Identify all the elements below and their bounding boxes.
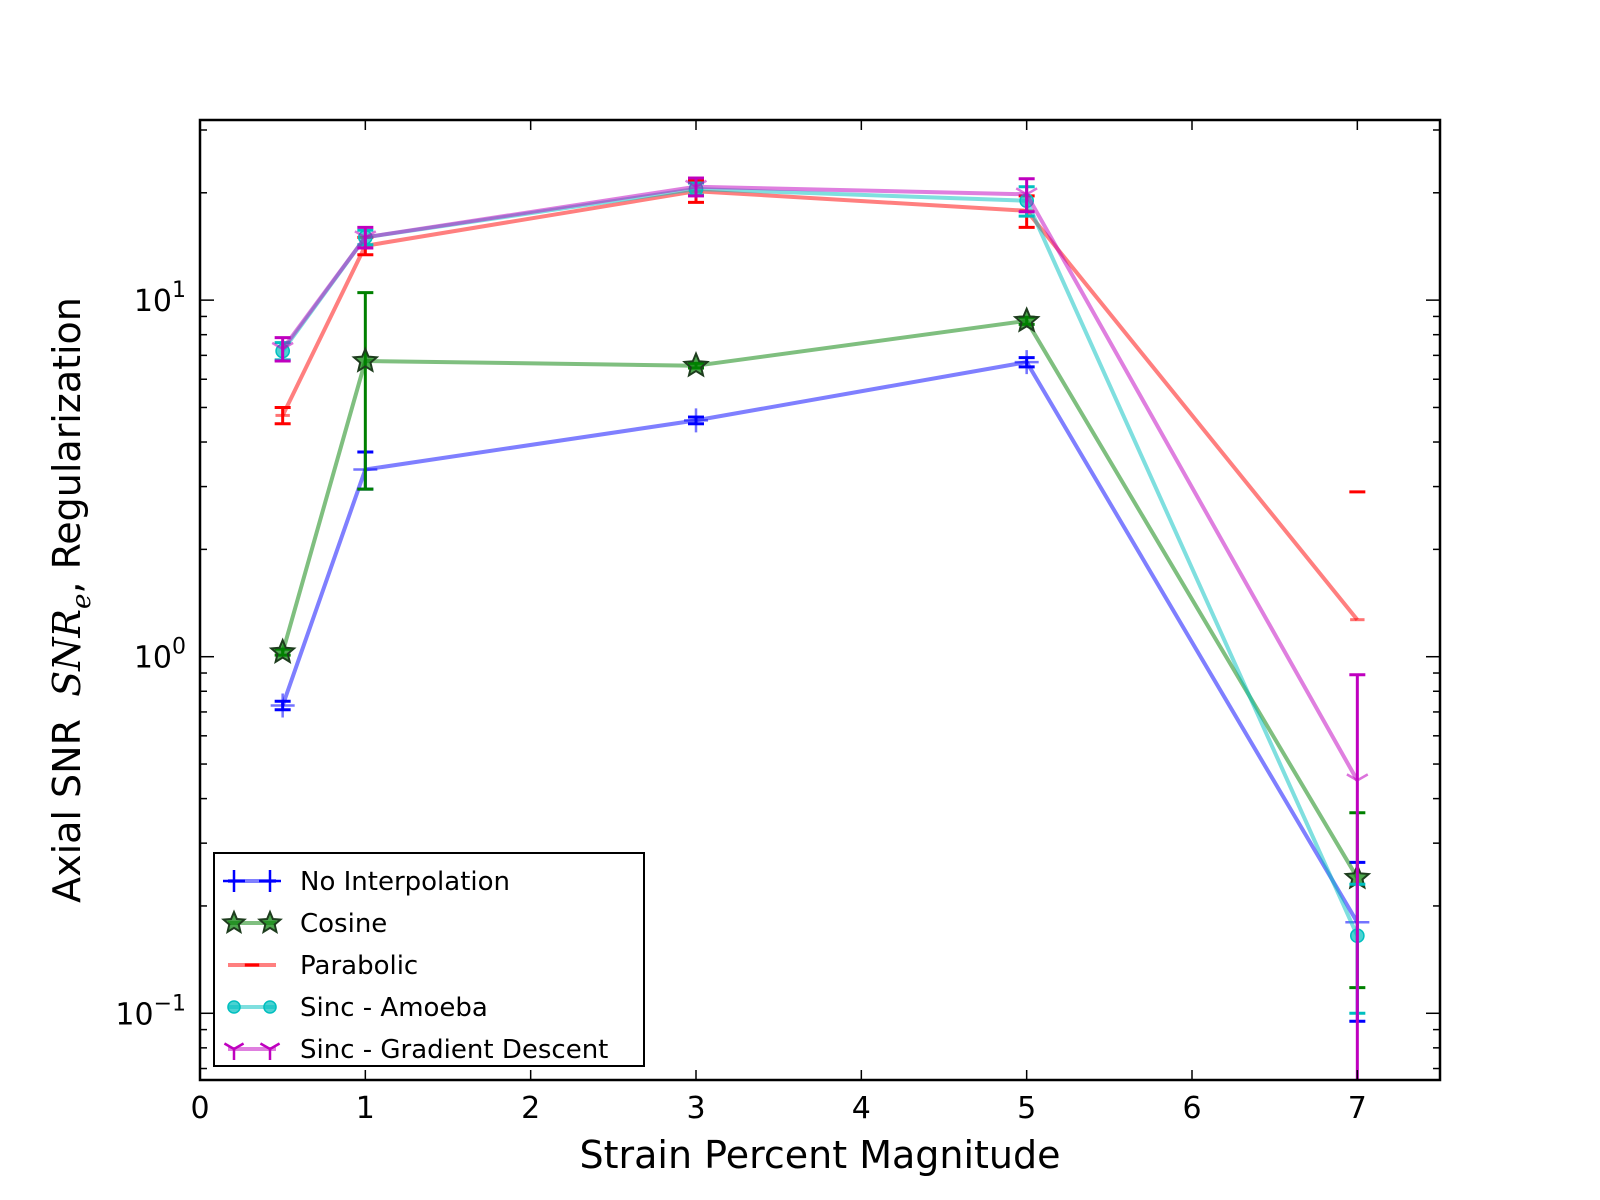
- x-tick-label: 4: [852, 1091, 871, 1126]
- point-sinc-gradient-descent-0: [271, 341, 294, 361]
- y-tick-label: 101: [134, 278, 186, 319]
- legend: No Interpolation Cosine Parabolic Sinc - Am…: [213, 852, 645, 1067]
- plot-area: [268, 176, 1372, 1080]
- legend-marker: [259, 870, 281, 892]
- point-sinc-gradient-descent-2: [684, 179, 708, 199]
- point-sinc-gradient-descent-1: [354, 230, 377, 250]
- series-line-no-interpolation: [280, 360, 1360, 924]
- series-line-sinc-gradient-descent: [281, 184, 1360, 782]
- point-no-interpolation-0: [270, 693, 295, 718]
- legend-item-parabolic: Parabolic: [228, 951, 418, 981]
- legend-item-cosine: Cosine: [221, 909, 387, 939]
- y-axis-label-prefix: Axial SNR: [45, 719, 89, 903]
- y-tick-label: 100: [134, 635, 186, 676]
- errorbar-sinc-gradient-descent-4: [1349, 673, 1366, 1080]
- plot-content: [268, 176, 1372, 1080]
- legend-box: [213, 852, 645, 1067]
- x-tick-label: 5: [1017, 1091, 1036, 1126]
- legend-marker: [227, 1000, 241, 1014]
- y-axis-label-math: SNR: [45, 609, 89, 697]
- y-tick-exponent: 1: [172, 278, 186, 303]
- legend-marker: [223, 870, 245, 892]
- y-tick-exponent: −1: [154, 991, 186, 1016]
- y-axis-label-subscript: e: [67, 594, 97, 609]
- y-axis-label-suffix: , Regularization: [45, 297, 89, 594]
- legend-item-sinc-amoeba: Sinc - Amoeba: [227, 993, 488, 1023]
- x-tick-labels: 0 1 2 3 4 5 6 7: [190, 1091, 1366, 1126]
- point-cosine-1: [351, 346, 380, 373]
- series-cosine: [268, 291, 1372, 990]
- y-tick-label: 10−1: [115, 991, 186, 1032]
- legend-label: Parabolic: [300, 951, 418, 981]
- y-tick-exponent: 0: [172, 635, 186, 660]
- point-sinc-gradient-descent-3: [1015, 187, 1038, 207]
- point-no-interpolation-3: [1014, 350, 1039, 375]
- legend-label: Sinc - Amoeba: [300, 993, 488, 1023]
- y-tick-base: 10: [134, 641, 172, 676]
- y-tick-base: 10: [134, 284, 172, 319]
- point-cosine-3: [1012, 306, 1041, 333]
- legend-label: Sinc - Gradient Descent: [300, 1035, 608, 1065]
- legend-marker: [263, 1000, 277, 1014]
- x-tick-label: 6: [1182, 1091, 1201, 1126]
- legend-marker: [259, 1042, 281, 1060]
- x-tick-label: 0: [190, 1091, 209, 1126]
- legend-item-sinc-gradient-descent: Sinc - Gradient Descent: [223, 1035, 608, 1065]
- errorbar-cosine-1: [357, 291, 374, 491]
- svg-text:Axial SNR SNRe, Regulari: Axial SNR SNRe, Regularization: [45, 297, 97, 903]
- y-axis-label: Axial SNR SNRe, Regularization: [45, 297, 97, 903]
- x-tick-label: 2: [521, 1091, 540, 1126]
- axis-ticks: [199, 120, 1440, 1080]
- legend-marker: [257, 909, 283, 935]
- series-sinc-gradient-descent: [271, 176, 1369, 1080]
- point-no-interpolation-2: [684, 408, 708, 433]
- legend-item-no-interpolation: No Interpolation: [223, 867, 510, 897]
- point-cosine-0: [268, 637, 297, 664]
- y-tick-base: 10: [115, 997, 153, 1032]
- series-line-cosine: [280, 318, 1360, 879]
- x-tick-label: 7: [1348, 1091, 1367, 1126]
- x-axis-label: Strain Percent Magnitude: [579, 1133, 1060, 1177]
- legend-label: Cosine: [300, 909, 387, 939]
- x-tick-label: 3: [686, 1091, 705, 1126]
- series-line-sinc-amoeba: [281, 187, 1360, 937]
- point-cosine-2: [682, 351, 710, 378]
- legend-label: No Interpolation: [300, 867, 510, 897]
- plot-frame: [198, 118, 1442, 1082]
- legend-marker: [223, 1042, 245, 1060]
- series-line-parabolic: [280, 189, 1359, 621]
- point-sinc-gradient-descent-4: [1346, 773, 1369, 793]
- legend-marker: [221, 909, 247, 935]
- x-tick-label: 1: [356, 1091, 375, 1126]
